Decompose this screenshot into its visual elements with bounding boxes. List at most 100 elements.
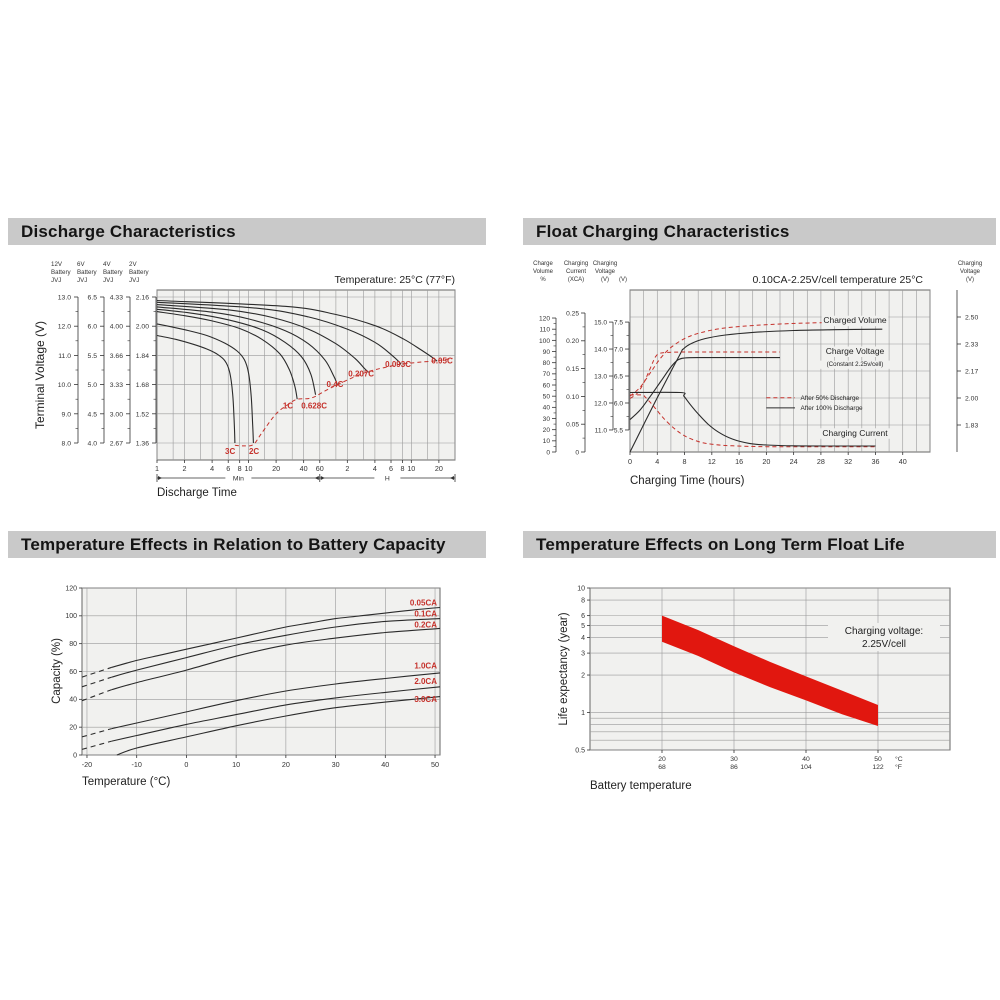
svg-text:68: 68 [658, 764, 666, 771]
svg-text:80: 80 [69, 641, 77, 648]
svg-text:After 50% Discharge: After 50% Discharge [800, 395, 859, 402]
svg-text:0.10: 0.10 [566, 394, 579, 401]
svg-text:6.0: 6.0 [614, 400, 623, 407]
curve-labels: Charged Volume Charge Voltage (Constant 2.… [816, 315, 894, 439]
svg-text:16: 16 [735, 457, 743, 466]
svg-text:°F: °F [895, 763, 902, 771]
svg-text:5: 5 [581, 623, 585, 630]
x-axis: -20 -10 0 10 20 30 40 50 [82, 755, 439, 769]
svg-text:0.093C: 0.093C [385, 360, 411, 369]
svg-text:9.0: 9.0 [62, 411, 72, 418]
annotation: 0.10CA-2.25V/cell temperature 25°C [752, 274, 923, 286]
svg-text:10: 10 [232, 760, 240, 769]
svg-text:0.10CA-2.25V/cell temperature: 0.10CA-2.25V/cell temperature 25°C [752, 274, 923, 286]
svg-text:5.5: 5.5 [88, 353, 98, 360]
svg-text:0: 0 [575, 449, 579, 456]
svg-text:Current: Current [566, 269, 586, 275]
discharge-chart: 12VBatteryJVJ13.012.011.010.09.08.06VBat… [33, 261, 456, 499]
left-axes: ChargeVolume%120110100908070605040302010… [533, 261, 630, 456]
svg-text:1.36: 1.36 [136, 441, 149, 448]
svg-text:2.25V/cell: 2.25V/cell [862, 639, 906, 650]
svg-text:40: 40 [899, 457, 907, 466]
svg-text:6: 6 [226, 464, 230, 473]
svg-text:Min: Min [233, 476, 244, 483]
svg-text:3.0CA: 3.0CA [414, 695, 437, 704]
svg-text:3: 3 [581, 651, 585, 658]
svg-text:2.50: 2.50 [965, 314, 978, 321]
svg-text:Terminal Voltage (V): Terminal Voltage (V) [33, 321, 47, 429]
svg-text:2: 2 [581, 672, 585, 679]
svg-text:2.00: 2.00 [136, 324, 149, 331]
svg-text:40: 40 [381, 760, 389, 769]
svg-text:(V): (V) [619, 277, 627, 283]
svg-text:24: 24 [790, 457, 798, 466]
svg-text:Battery: Battery [77, 269, 98, 276]
svg-text:2.0CA: 2.0CA [414, 677, 437, 686]
svg-text:Charging: Charging [564, 261, 588, 267]
svg-text:4.00: 4.00 [110, 324, 123, 331]
svg-text:Charging voltage:: Charging voltage: [845, 626, 923, 637]
y-axis: 0 20 40 60 80 100 120 [65, 585, 82, 759]
series [629, 321, 883, 453]
svg-text:Temperature: 25°C (77°F): Temperature: 25°C (77°F) [335, 274, 455, 286]
svg-text:4: 4 [373, 464, 377, 473]
svg-text:8: 8 [683, 457, 687, 466]
y-axis-title: Terminal Voltage (V) [33, 321, 47, 429]
section-discharge: Discharge Characteristics 12V Battery JVJ 1… [8, 218, 486, 515]
series-labels: 3C 2C 1C 0.628C 0.4C 0.207C 0.093C 0.05C [225, 356, 453, 456]
x-axis: 1 2 4 6 8 10 20 40 60 2 4 6 8 10 20 [155, 460, 443, 473]
svg-text:2V: 2V [129, 261, 137, 268]
section-temp-capacity: Temperature Effects in Relation to Batte… [8, 531, 486, 805]
svg-text:6.5: 6.5 [88, 295, 98, 302]
svg-text:2.67: 2.67 [110, 441, 123, 448]
svg-text:40: 40 [69, 697, 77, 704]
svg-text:Discharge Time: Discharge Time [157, 487, 237, 499]
svg-text:Voltage: Voltage [595, 269, 616, 275]
svg-text:JVJ: JVJ [77, 277, 87, 284]
svg-text:2.00: 2.00 [965, 395, 978, 402]
svg-text:Capacity (%): Capacity (%) [51, 638, 63, 704]
svg-text:11.0: 11.0 [595, 427, 608, 434]
svg-text:0.4C: 0.4C [327, 380, 344, 389]
x-axis-title: Charging Time (hours) [630, 475, 745, 487]
svg-text:104: 104 [800, 764, 812, 771]
svg-text:36: 36 [871, 457, 879, 466]
svg-text:15.0: 15.0 [594, 319, 607, 326]
svg-text:12.0: 12.0 [594, 400, 607, 407]
svg-text:2: 2 [345, 464, 349, 473]
life-band [662, 615, 878, 726]
svg-text:80: 80 [543, 360, 551, 367]
x-axis-title: Discharge Time [157, 487, 237, 499]
svg-text:Battery temperature: Battery temperature [590, 780, 692, 792]
svg-text:8: 8 [400, 464, 404, 473]
svg-text:Voltage: Voltage [960, 269, 981, 275]
svg-text:20: 20 [543, 427, 551, 434]
svg-text:0.5: 0.5 [575, 747, 585, 754]
svg-text:50: 50 [431, 760, 439, 769]
svg-text:20: 20 [435, 464, 443, 473]
svg-text:6: 6 [581, 613, 585, 620]
y-axis-title: Capacity (%) [51, 638, 63, 704]
svg-text:2.17: 2.17 [965, 368, 978, 375]
svg-text:1: 1 [155, 464, 159, 473]
svg-text:0.05: 0.05 [566, 422, 579, 429]
svg-text:50: 50 [874, 756, 882, 763]
svg-text:1.52: 1.52 [136, 411, 149, 418]
svg-text:70: 70 [543, 371, 551, 378]
svg-text:0.1CA: 0.1CA [414, 610, 437, 619]
svg-text:1: 1 [581, 710, 585, 717]
svg-text:90: 90 [543, 349, 551, 356]
svg-text:JVJ: JVJ [103, 277, 113, 284]
svg-text:0.05CA: 0.05CA [410, 598, 437, 607]
svg-text:10.0: 10.0 [58, 382, 71, 389]
svg-text:5.0: 5.0 [88, 382, 98, 389]
svg-text:-10: -10 [131, 760, 141, 769]
plot-area [156, 289, 456, 461]
svg-text:2.16: 2.16 [136, 295, 149, 302]
float-charging-chart: ChargeVolume%120110100908070605040302010… [533, 261, 982, 487]
legend: After 50% Discharge After 100% Discharge [766, 395, 863, 412]
svg-text:4.5: 4.5 [88, 411, 98, 418]
svg-text:120: 120 [539, 315, 550, 322]
svg-text:1.83: 1.83 [965, 422, 978, 429]
